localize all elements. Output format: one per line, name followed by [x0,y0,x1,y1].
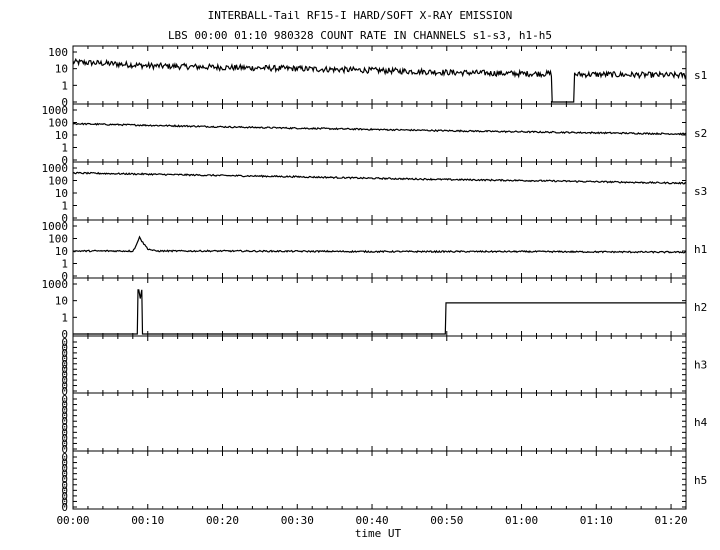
y-tick-label: 0 [61,385,68,398]
x-tick-label: 00:00 [56,514,89,527]
y-tick-label: 0 [61,437,68,450]
y-tick-label: 100 [48,175,68,188]
y-tick-label: 0 [61,462,68,475]
y-tick-label: 0 [61,426,68,439]
panel-frame [72,335,687,394]
y-tick-label: 0 [61,443,68,456]
series-line-h1 [72,235,687,254]
y-tick-label: 1000 [42,162,69,175]
y-tick-label: 0 [61,270,68,283]
panel-channel-label: s1 [694,69,707,82]
y-tick-label: 0 [61,347,68,360]
panel-frame [72,161,687,221]
panel-channel-label: h3 [694,359,707,372]
panel-channel-label: s2 [694,127,707,140]
y-tick-label: 0 [61,457,68,470]
series-line-s1 [72,57,687,103]
panel-channel-label: s3 [694,185,707,198]
y-tick-label: 1 [61,200,68,213]
panel-frame [72,392,687,452]
series-line-s3 [72,171,687,185]
panel-channel-label: h5 [694,474,707,487]
x-tick-label: 00:40 [355,514,388,527]
y-tick-label: 10 [55,245,68,258]
chart-title-line-2: LBS 00:00 01:10 980328 COUNT RATE IN CHA… [167,29,553,42]
y-tick-label: 0 [61,468,68,481]
panel-channel-label: h4 [694,416,708,429]
panel-frame [72,219,687,279]
panel-frame [72,450,687,510]
x-tick-label: 00:50 [430,514,463,527]
y-tick-label: 0 [61,451,68,464]
panel-frame [72,45,687,105]
y-tick-label: 1000 [42,278,69,291]
y-tick-label: 10 [55,187,68,200]
y-tick-label: 100 [48,233,68,246]
x-tick-label: 01:20 [654,514,687,527]
y-tick-label: 0 [61,432,68,445]
y-tick-label: 0 [61,363,68,376]
y-tick-label: 0 [61,358,68,371]
y-tick-label: 1 [61,79,68,92]
panel-frame [72,277,687,337]
panel-channel-label: h1 [694,243,707,256]
y-tick-label: 0 [61,369,68,382]
y-tick-label: 0 [61,328,68,341]
series-line-s2 [72,122,687,136]
y-tick-label: 10 [55,295,68,308]
y-tick-label: 0 [61,341,68,354]
y-tick-label: 0 [61,404,68,417]
x-axis-label: time UT [354,527,402,540]
x-tick-label: 01:00 [505,514,538,527]
y-tick-label: 0 [61,399,68,412]
y-tick-label: 1 [61,311,68,324]
series-line-h2 [73,289,686,335]
y-tick-label: 0 [61,473,68,486]
panel-channel-label: h2 [694,301,707,314]
y-tick-label: 0 [61,212,68,225]
x-tick-label: 00:10 [131,514,164,527]
y-tick-label: 0 [61,495,68,508]
y-tick-label: 1000 [42,220,69,233]
y-tick-label: 0 [61,415,68,428]
y-tick-label: 0 [61,501,68,514]
y-tick-label: 1 [61,258,68,271]
x-tick-label: 00:20 [206,514,239,527]
y-tick-label: 1 [61,142,68,155]
y-tick-label: 0 [61,410,68,423]
y-tick-label: 100 [48,117,68,130]
x-tick-label: 00:30 [281,514,314,527]
y-tick-label: 0 [61,490,68,503]
y-tick-label: 0 [61,154,68,167]
y-tick-label: 0 [61,96,68,109]
x-tick-label: 01:10 [580,514,613,527]
y-tick-label: 0 [61,374,68,387]
y-tick-label: 100 [48,46,68,59]
y-tick-label: 0 [61,479,68,492]
y-tick-label: 0 [61,352,68,365]
y-tick-label: 10 [55,129,68,142]
y-tick-label: 10 [55,63,68,76]
y-tick-label: 0 [61,393,68,406]
y-tick-label: 0 [61,484,68,497]
y-tick-label: 1000 [42,104,69,117]
y-tick-label: 0 [61,336,68,349]
y-tick-label: 0 [61,421,68,434]
chart-title-line-1: INTERBALL-Tail RF15-I HARD/SOFT X-RAY EM… [207,9,513,22]
y-tick-label: 0 [61,380,68,393]
